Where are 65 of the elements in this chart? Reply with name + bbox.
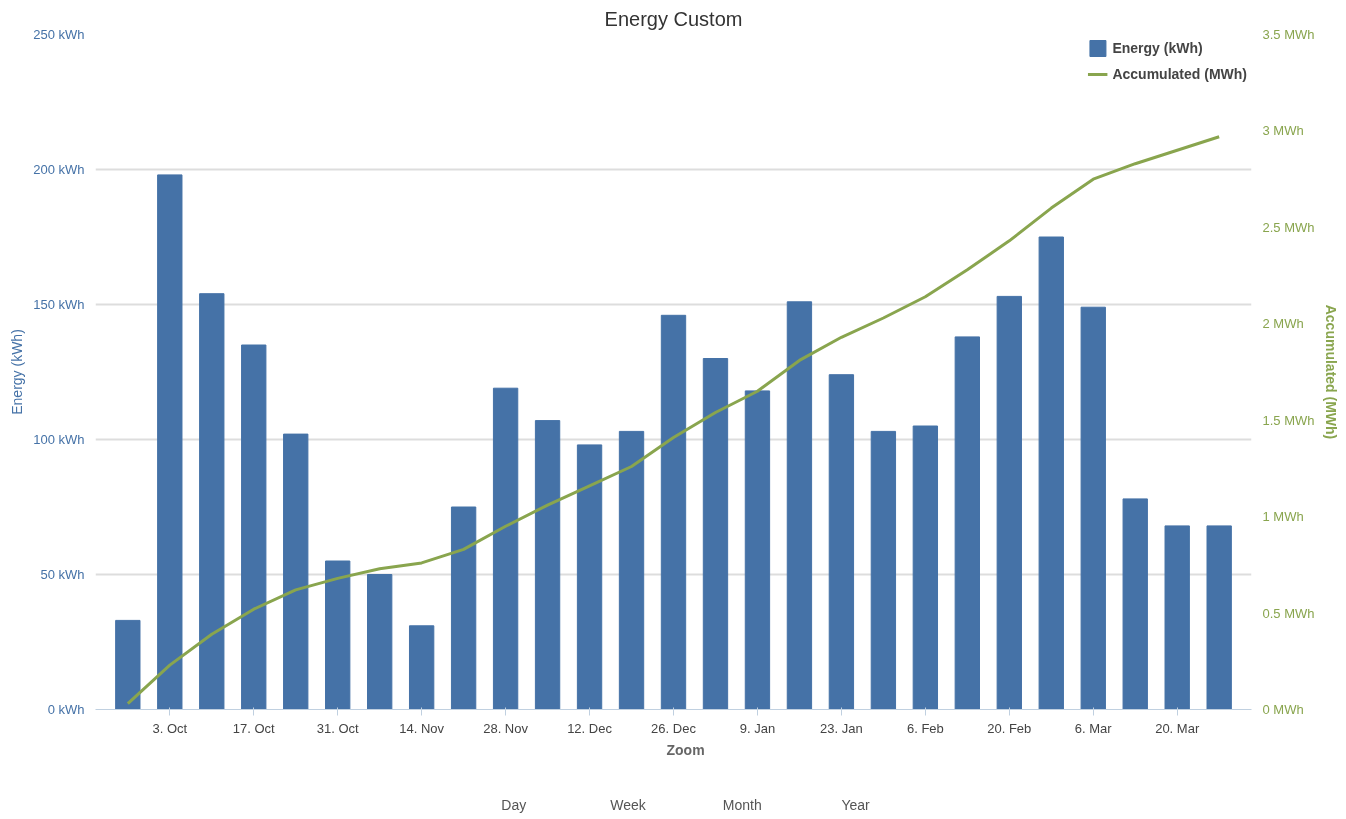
x-tick-label: 20. Mar <box>1155 720 1200 736</box>
legend-label: Accumulated (MWh) <box>1112 66 1247 82</box>
y2-tick-label: 2 MWh <box>1262 316 1304 332</box>
y2-tick-label: 0.5 MWh <box>1262 605 1315 621</box>
bar <box>115 619 141 710</box>
y2-tick-label: 1.5 MWh <box>1262 412 1315 428</box>
y2-tick-label: 2.5 MWh <box>1262 219 1315 235</box>
x-tick-label: 23. Jan <box>820 720 863 736</box>
bar <box>199 293 225 710</box>
bar <box>534 420 561 710</box>
bar <box>367 574 393 710</box>
bar <box>786 301 813 710</box>
y-tick-label: 200 kWh <box>33 162 85 177</box>
bar <box>450 506 477 710</box>
x-tick-label: 31. Oct <box>316 720 360 736</box>
bar <box>408 625 435 710</box>
y-tick-label: 0 kWh <box>47 702 85 717</box>
x-tick-label: 28. Nov <box>483 720 529 736</box>
bar <box>241 344 267 710</box>
y2-tick-label: 3.5 MWh <box>1262 27 1315 42</box>
bar <box>618 430 645 710</box>
chart-title: Energy Custom <box>604 7 743 30</box>
text: Month <box>722 796 762 813</box>
bar <box>996 295 1022 710</box>
bar <box>954 336 980 710</box>
bar <box>1080 306 1106 710</box>
bar <box>744 390 771 710</box>
y-axis-title: Energy (kWh) <box>9 329 26 415</box>
x-tick-label: 14. Nov <box>399 720 445 736</box>
x-tick-label: 3. Oct <box>152 720 188 736</box>
legend-label: Energy (kWh) <box>1112 40 1203 56</box>
bar <box>325 560 351 710</box>
bar <box>492 387 519 710</box>
bar <box>702 358 729 710</box>
bar <box>870 430 897 710</box>
line-series <box>126 135 1221 706</box>
y2-tick-label: 0 MWh <box>1262 702 1304 717</box>
y-tick-label: 150 kWh <box>33 297 85 312</box>
bar <box>1164 525 1190 710</box>
bar <box>828 374 855 710</box>
x-tick-label: 12. Dec <box>567 720 613 736</box>
bar <box>576 444 603 710</box>
bar <box>912 425 939 710</box>
x-tick-label: 17. Oct <box>232 720 276 736</box>
x-tick-label: 26. Dec <box>651 720 697 736</box>
text: Zoom <box>666 742 705 759</box>
x-tick-label: 6. Feb <box>906 720 944 736</box>
bar <box>1122 498 1148 710</box>
x-tick-label: 6. Mar <box>1074 720 1113 736</box>
bar <box>1038 236 1064 710</box>
y2-axis-title: Accumulated (MWh) <box>1322 304 1339 440</box>
x-tick-label: 20. Feb <box>987 720 1032 736</box>
text: Year <box>841 796 871 813</box>
x-tick-label: 9. Jan <box>739 720 776 736</box>
y-tick-label: 100 kWh <box>33 432 85 447</box>
text: Day <box>501 796 527 813</box>
text: Week <box>610 796 647 813</box>
y2-tick-label: 1 MWh <box>1262 509 1304 525</box>
y-tick-label: 50 kWh <box>40 567 85 582</box>
bar <box>157 174 183 710</box>
bar <box>1206 525 1232 710</box>
bar <box>283 433 309 710</box>
bar <box>660 314 687 710</box>
y2-tick-label: 3 MWh <box>1262 123 1304 139</box>
y-tick-label: 250 kWh <box>33 27 85 42</box>
